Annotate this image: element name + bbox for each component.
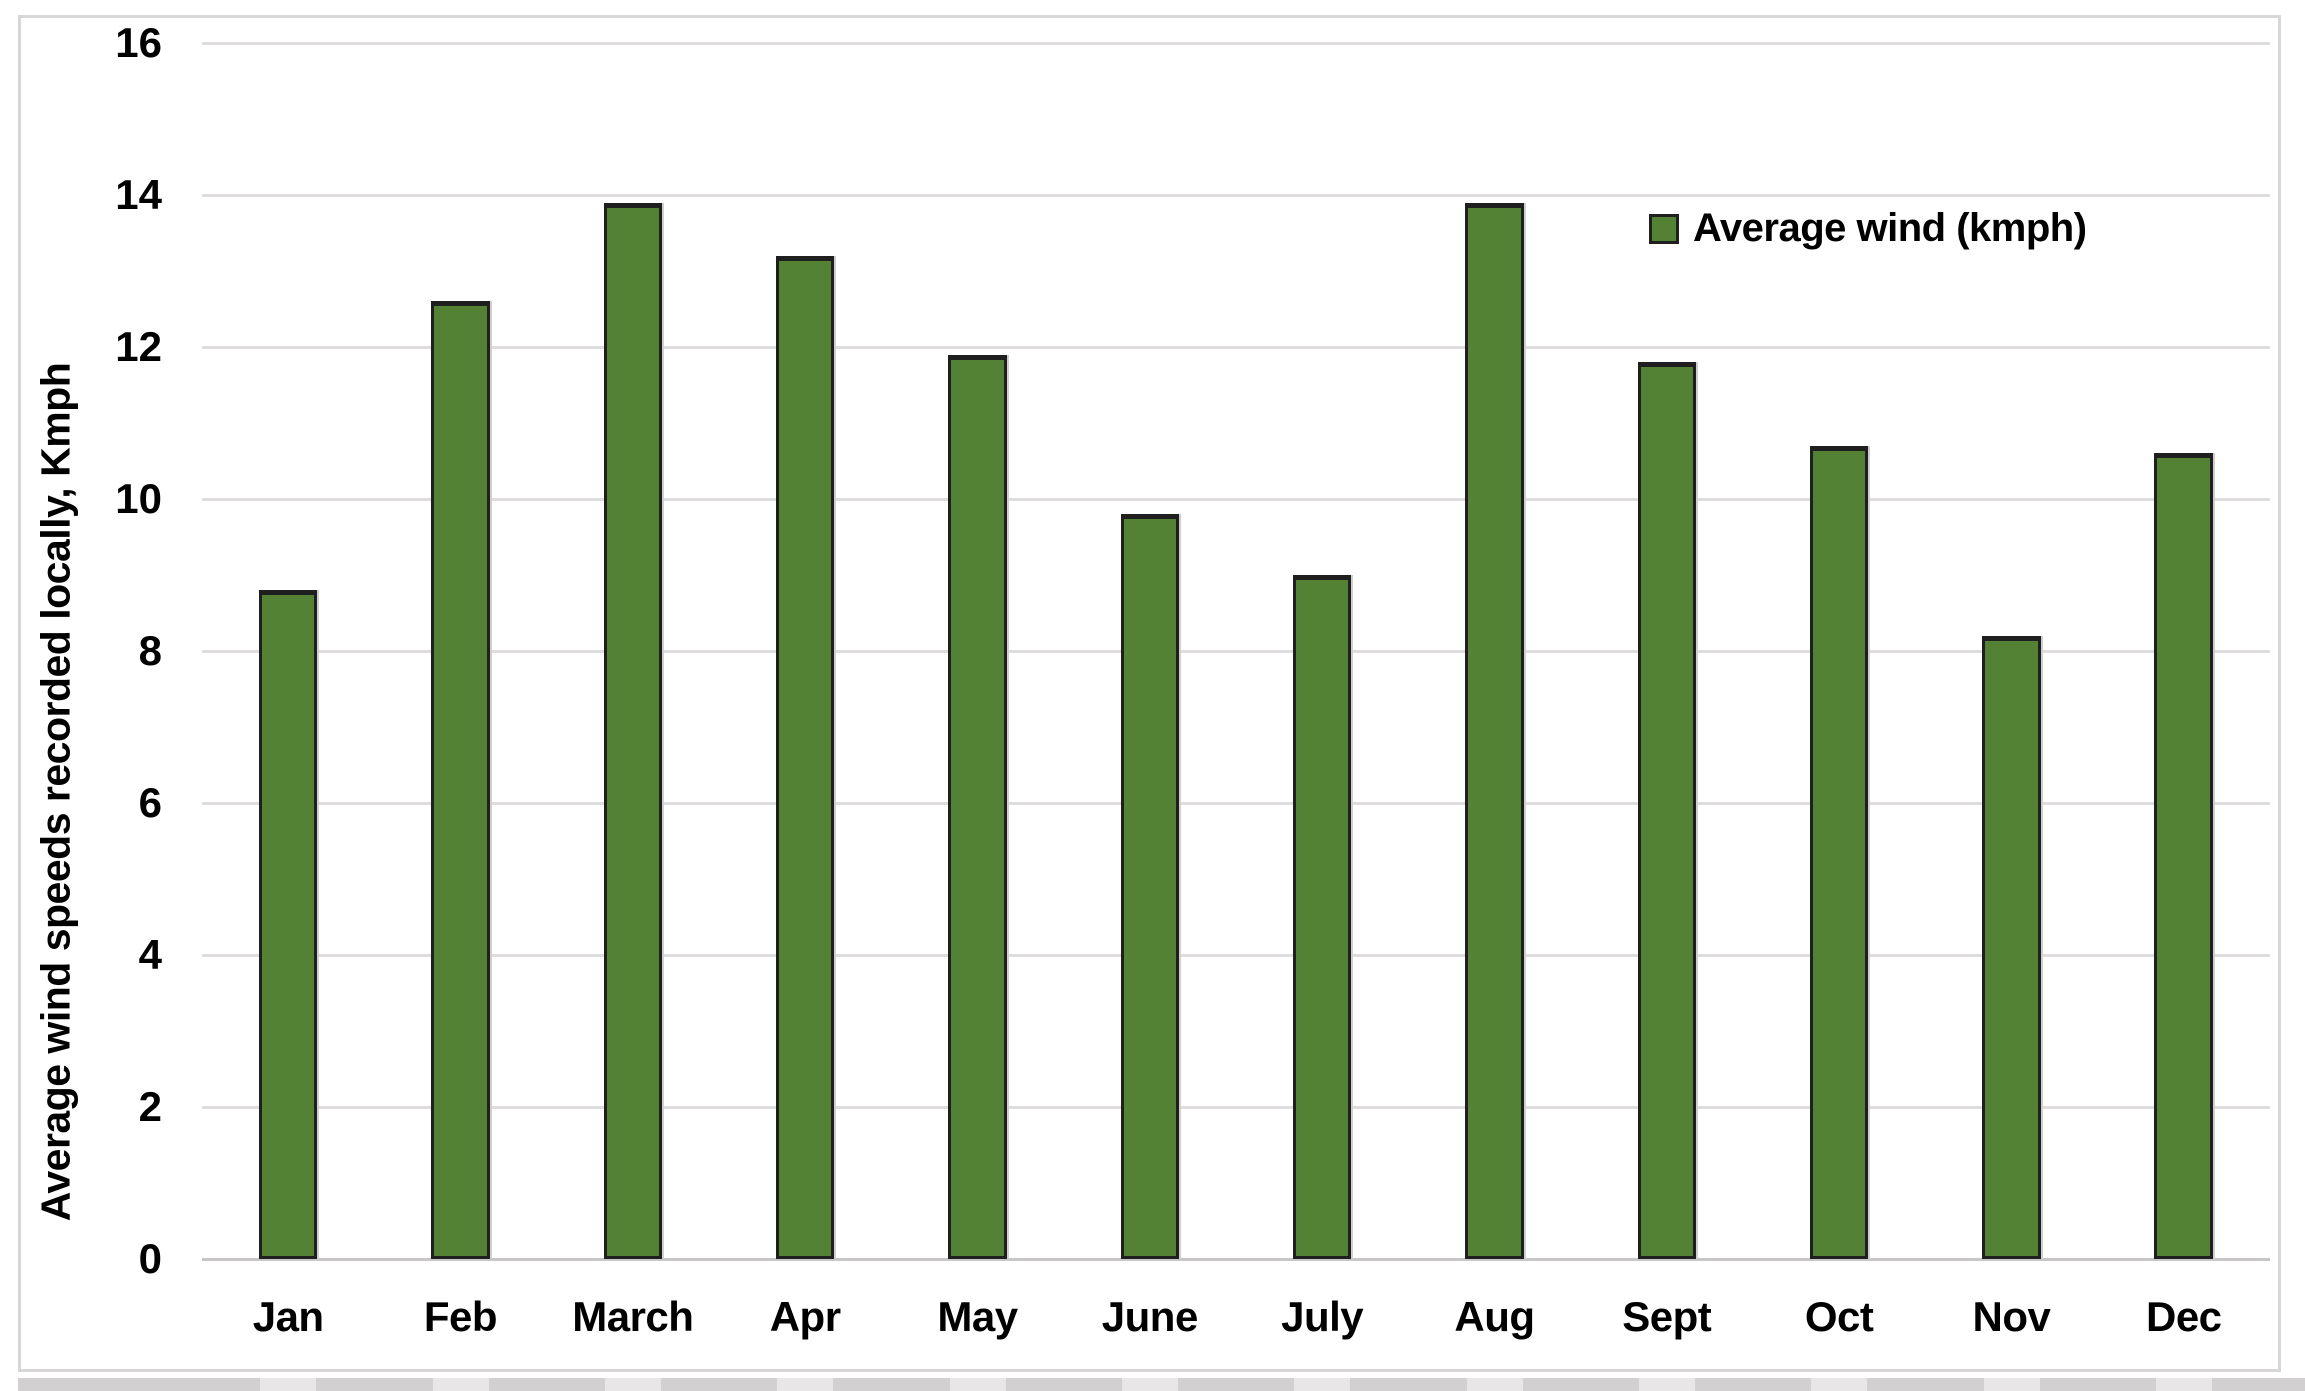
strip-segment — [1467, 1378, 1523, 1391]
legend: Average wind (kmph) — [1649, 206, 2087, 251]
strip-segment — [260, 1378, 316, 1391]
y-tick-label-6: 6 — [138, 779, 162, 826]
gridline — [202, 42, 2270, 45]
strip-segment — [777, 1378, 833, 1391]
bar-cell-sept — [1581, 43, 1753, 1259]
y-tick-label-0: 0 — [138, 1235, 162, 1282]
y-tick-label-14: 14 — [115, 171, 162, 218]
gridline — [202, 194, 2270, 197]
bar-cell-apr — [719, 43, 891, 1259]
strip-segment — [1984, 1378, 2040, 1391]
y-tick-label-12: 12 — [115, 323, 162, 370]
bar-dec — [2154, 453, 2214, 1259]
x-tick-label-sept: Sept — [1622, 1293, 1712, 1340]
bar-cell-july — [1236, 43, 1408, 1259]
bar-apr — [775, 256, 835, 1259]
strip-segment — [1294, 1378, 1350, 1391]
bar-cell-feb — [374, 43, 546, 1259]
strip-segment — [1122, 1378, 1178, 1391]
strip-segment — [1811, 1378, 1867, 1391]
x-axis-tick-labels: Jan Feb March Apr May June July Aug Sept Oct Nov De… — [202, 1292, 2270, 1348]
bar-cell-march — [547, 43, 719, 1259]
gridline — [202, 650, 2270, 653]
x-tick-label-dec: Dec — [2145, 1293, 2222, 1340]
bar-march — [603, 203, 663, 1259]
bar-feb — [431, 301, 490, 1259]
gridline — [202, 498, 2270, 501]
strip-segment — [1639, 1378, 1695, 1391]
x-tick-label-apr: Apr — [769, 1293, 841, 1340]
bar-cell-june — [1064, 43, 1236, 1259]
bar-may — [948, 355, 1007, 1259]
gridline — [202, 954, 2270, 957]
bar-july — [1292, 575, 1352, 1259]
gridline — [202, 1106, 2270, 1109]
gridline — [202, 346, 2270, 349]
gridline — [202, 802, 2270, 805]
x-tick-label-may: May — [937, 1293, 1018, 1340]
x-tick-label-aug: Aug — [1454, 1293, 1535, 1340]
strip-segment — [433, 1378, 489, 1391]
x-axis-line — [202, 1258, 2270, 1261]
bars-layer — [202, 43, 2270, 1259]
x-tick-label-march: March — [572, 1293, 694, 1340]
bar-cell-may — [891, 43, 1063, 1259]
x-tick-label-oct: Oct — [1804, 1293, 1874, 1340]
bar-aug — [1465, 203, 1524, 1259]
y-tick-label-2: 2 — [138, 1083, 162, 1130]
bar-cell-aug — [1408, 43, 1580, 1259]
bar-sept — [1637, 362, 1697, 1259]
bar-nov — [1982, 636, 2041, 1259]
legend-swatch-icon — [1649, 213, 1679, 244]
strip-segment — [950, 1378, 1006, 1391]
x-tick-label-nov: Nov — [1972, 1293, 2051, 1340]
y-tick-label-10: 10 — [115, 475, 162, 522]
y-tick-label-8: 8 — [138, 627, 162, 674]
bar-cell-dec — [2098, 43, 2270, 1259]
legend-label: Average wind (kmph) — [1693, 206, 2087, 250]
x-tick-label-june: June — [1101, 1293, 1199, 1340]
spreadsheet-row-strip — [18, 1378, 2305, 1391]
y-tick-label-16: 16 — [115, 19, 162, 66]
bar-cell-oct — [1753, 43, 1925, 1259]
x-tick-label-july: July — [1281, 1293, 1364, 1340]
strip-segment — [605, 1378, 661, 1391]
bar-june — [1120, 514, 1180, 1259]
x-tick-label-jan: Jan — [252, 1293, 324, 1340]
y-tick-label-4: 4 — [138, 931, 162, 978]
x-tick-label-feb: Feb — [423, 1293, 498, 1340]
plot-area — [202, 42, 2270, 1261]
bar-cell-nov — [1925, 43, 2097, 1259]
strip-segment — [2156, 1378, 2212, 1391]
bar-jan — [258, 590, 318, 1259]
bar-cell-jan — [202, 43, 374, 1259]
bar-oct — [1809, 446, 1869, 1259]
